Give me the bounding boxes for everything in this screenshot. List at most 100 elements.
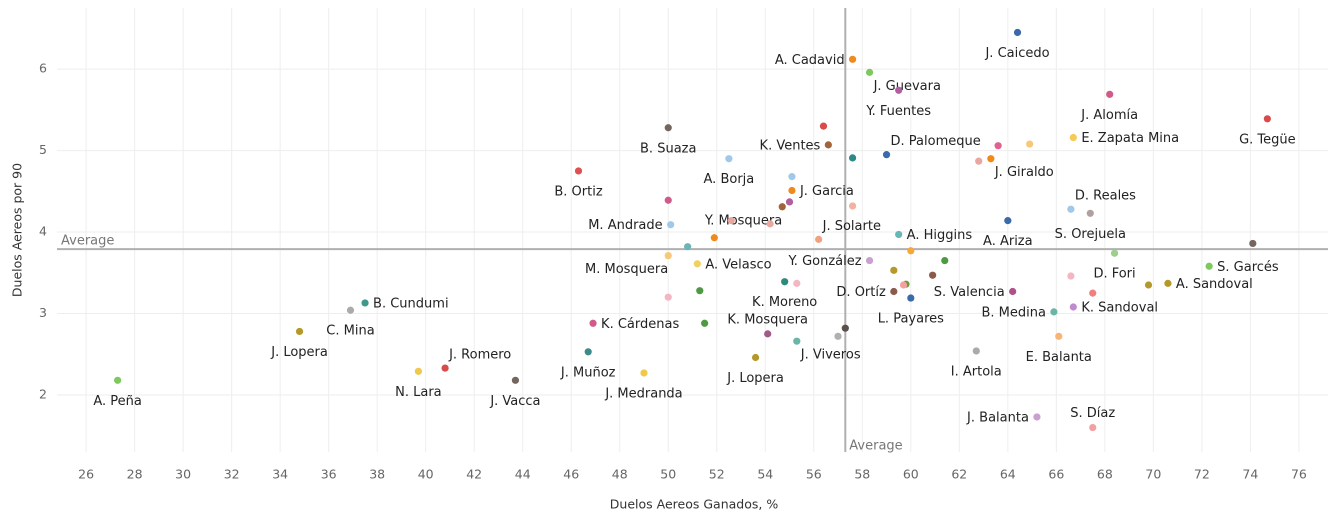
point-label: M. Andrade <box>588 218 662 233</box>
x-tick-label: 64 <box>1000 467 1016 482</box>
point <box>295 327 304 336</box>
point <box>346 306 355 314</box>
point <box>793 279 801 287</box>
point-label: B. Medina <box>981 305 1045 320</box>
point <box>584 348 592 356</box>
x-tick-label: 74 <box>1242 467 1258 482</box>
average-label: Average <box>849 439 902 454</box>
x-tick-label: 34 <box>272 467 288 482</box>
point <box>1009 287 1017 296</box>
x-tick-label: 32 <box>224 467 240 482</box>
point-label: N. Lara <box>395 385 442 400</box>
point-label: K. Mosquera <box>727 312 808 327</box>
point <box>781 278 789 286</box>
point <box>994 142 1002 150</box>
point <box>907 294 915 302</box>
point-label: J. Balanta <box>966 410 1029 425</box>
point-label: D. Reales <box>1075 189 1136 204</box>
point <box>1249 239 1257 248</box>
point <box>824 141 832 149</box>
point-label: E. Zapata Mina <box>1081 131 1179 146</box>
point <box>778 203 786 211</box>
point-label: Y. Fuentes <box>865 104 931 119</box>
point <box>972 347 980 355</box>
point <box>882 151 891 159</box>
point-label: S. Orejuela <box>1055 227 1126 242</box>
point-label: B. Ortiz <box>554 184 602 199</box>
point <box>1050 308 1058 316</box>
point-label: S. Garcés <box>1217 260 1279 275</box>
point <box>848 154 857 162</box>
point <box>710 234 718 242</box>
point <box>941 256 949 265</box>
point <box>1110 249 1119 257</box>
point <box>1067 205 1075 213</box>
x-tick-label: 76 <box>1291 467 1307 482</box>
point <box>1205 262 1213 270</box>
point-label: C. Mina <box>326 324 374 339</box>
point <box>664 124 672 132</box>
point-label: J. Giraldo <box>994 165 1054 180</box>
point <box>414 367 423 375</box>
point <box>1069 133 1077 142</box>
x-tick-label: 62 <box>951 467 967 482</box>
x-tick-label: 52 <box>709 467 725 482</box>
point-label: A. Borja <box>704 172 755 187</box>
point-label: Y. González <box>788 254 862 269</box>
x-tick-label: 70 <box>1145 467 1161 482</box>
point-label: B. Suaza <box>640 141 696 156</box>
x-tick-label: 56 <box>806 467 822 482</box>
point <box>667 221 675 229</box>
point-label: A. Cadavid <box>775 53 845 68</box>
x-axis-title: Duelos Aereos Ganados, % <box>610 497 779 512</box>
point <box>693 260 701 268</box>
point-label: L. Payares <box>878 312 944 327</box>
y-axis-title: Duelos Aereos por 90 <box>10 163 25 297</box>
point-label: I. Artola <box>951 364 1002 379</box>
point <box>1013 28 1022 37</box>
point <box>788 173 796 181</box>
point-label: G. Tegüe <box>1239 132 1296 147</box>
point <box>865 68 874 76</box>
point <box>895 230 903 239</box>
point <box>890 287 898 296</box>
point <box>725 155 733 163</box>
x-tick-label: 58 <box>854 467 870 482</box>
point-label: J. Garcia <box>799 184 854 199</box>
point <box>815 235 823 243</box>
x-tick-label: 54 <box>757 467 773 482</box>
point-label: J. Romero <box>448 348 511 363</box>
point <box>361 299 369 307</box>
y-tick-label: 3 <box>39 305 47 320</box>
x-tick-label: 26 <box>78 467 94 482</box>
point-label: J. Lopera <box>726 371 784 386</box>
point-label: J. Guevara <box>873 79 941 94</box>
point <box>764 330 772 338</box>
point <box>834 332 842 340</box>
x-tick-label: 38 <box>369 467 385 482</box>
point <box>766 220 774 228</box>
x-tick-label: 60 <box>903 467 919 482</box>
point <box>114 376 122 384</box>
average-label: Average <box>61 234 114 249</box>
x-tick-label: 66 <box>1048 467 1064 482</box>
y-tick-label: 5 <box>39 142 47 157</box>
point <box>987 155 995 163</box>
point <box>1033 413 1041 421</box>
y-tick-label: 4 <box>39 224 47 239</box>
point-label: J. Muñoz <box>560 365 616 380</box>
point-label: J. Alomía <box>1080 108 1138 123</box>
point-label: S. Díaz <box>1070 406 1115 421</box>
point-label: A. Sandoval <box>1176 277 1253 292</box>
x-tick-label: 50 <box>660 467 676 482</box>
point-label: B. Cundumi <box>373 296 449 311</box>
point <box>848 55 857 63</box>
point <box>848 202 857 210</box>
point-label: D. Fori <box>1093 267 1135 282</box>
point <box>664 252 672 260</box>
point <box>574 167 583 175</box>
point <box>727 217 735 225</box>
point <box>441 364 449 372</box>
point-label: S. Valencia <box>934 285 1005 300</box>
